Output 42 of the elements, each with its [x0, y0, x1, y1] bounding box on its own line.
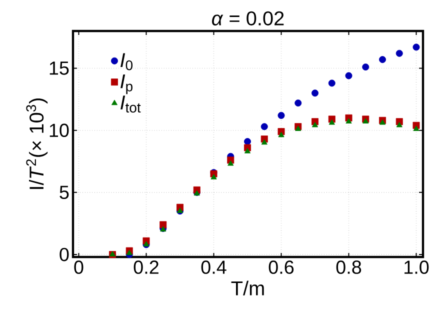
point — [412, 44, 420, 51]
y-tick-label: 5 — [60, 186, 69, 200]
point — [379, 56, 386, 64]
x-tick-label: 0.4 — [201, 260, 226, 274]
chart-title: α = 0.02 — [212, 11, 284, 26]
legend-label: I$_{0}$ — [120, 53, 133, 70]
point — [328, 119, 335, 125]
x-tick-label: 1.0 — [404, 260, 429, 274]
point — [160, 221, 167, 228]
point — [244, 148, 251, 154]
x-tick-label: 0.8 — [336, 260, 362, 274]
point — [312, 90, 318, 97]
point — [228, 160, 234, 166]
y-tick-label: 10 — [50, 124, 69, 138]
point — [346, 118, 352, 124]
point — [294, 100, 302, 107]
point — [295, 126, 302, 131]
point — [210, 174, 217, 180]
x-tick-label: 0 — [74, 260, 84, 274]
point — [126, 250, 132, 256]
x-axis-title: T/m — [231, 280, 264, 296]
point — [396, 50, 403, 57]
point — [328, 80, 336, 87]
point — [261, 139, 268, 145]
legend-label: I$_{tot}$ — [120, 96, 141, 113]
point — [413, 126, 420, 131]
x-tick-label: 0.6 — [268, 260, 294, 274]
point — [379, 119, 386, 125]
legend-label: I$_{p}$ — [120, 74, 132, 94]
y-axis-title: I/T$^{2}$(× 10$^{3}$) — [26, 98, 48, 189]
point — [278, 132, 284, 138]
y-tick-label: 0 — [60, 248, 69, 262]
point — [260, 123, 268, 130]
point — [362, 118, 369, 124]
point — [362, 64, 370, 70]
point — [345, 72, 352, 80]
y-tick-label: 15 — [50, 62, 69, 75]
x-tick-label: 0.2 — [134, 260, 158, 274]
point — [244, 138, 251, 146]
point — [312, 122, 318, 128]
point — [396, 122, 402, 128]
point — [278, 112, 285, 119]
